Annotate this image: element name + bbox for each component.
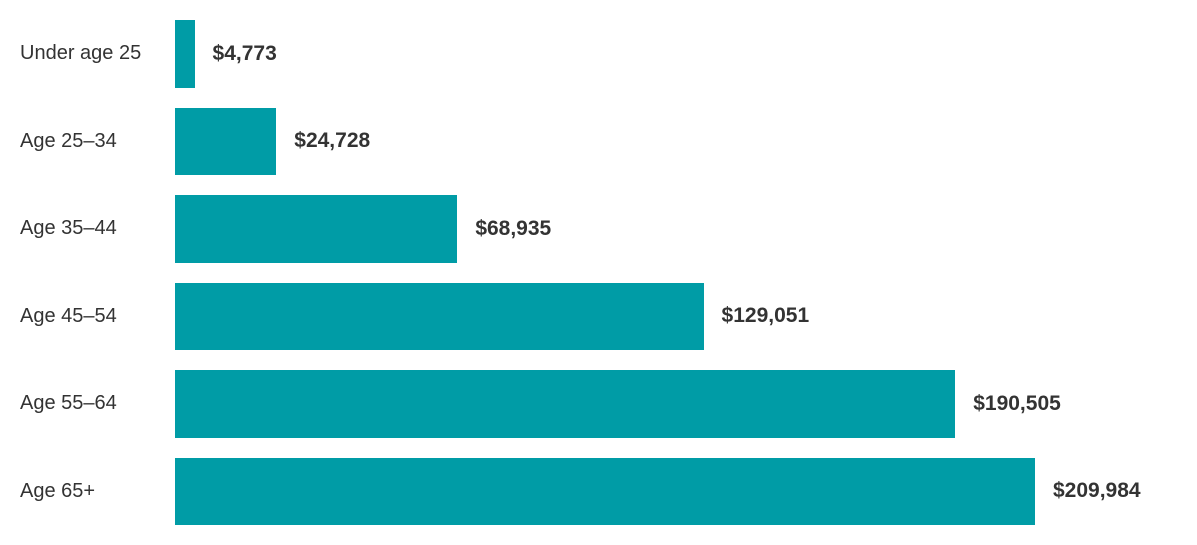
category-label: Age 35–44 xyxy=(20,217,175,240)
bar-track: $129,051 xyxy=(175,273,1177,361)
bar xyxy=(175,195,457,263)
category-label: Age 25–34 xyxy=(20,130,175,153)
bar-row: Age 45–54 $129,051 xyxy=(20,273,1177,361)
bar-track: $24,728 xyxy=(175,98,1177,186)
value-label: $209,984 xyxy=(1035,479,1141,503)
category-label: Age 65+ xyxy=(20,480,175,503)
bar-track: $68,935 xyxy=(175,185,1177,273)
category-label: Age 45–54 xyxy=(20,305,175,328)
bar xyxy=(175,458,1035,526)
category-label: Under age 25 xyxy=(20,42,175,65)
value-label: $24,728 xyxy=(276,129,370,153)
value-label: $190,505 xyxy=(955,392,1061,416)
bar-row: Under age 25 $4,773 xyxy=(20,10,1177,98)
bar-track: $190,505 xyxy=(175,360,1177,448)
value-label: $4,773 xyxy=(195,42,277,66)
value-label: $129,051 xyxy=(704,304,810,328)
age-balance-bar-chart: Under age 25 $4,773 Age 25–34 $24,728 Ag… xyxy=(20,10,1177,535)
bar-track: $4,773 xyxy=(175,10,1177,98)
value-label: $68,935 xyxy=(457,217,551,241)
bar-row: Age 25–34 $24,728 xyxy=(20,98,1177,186)
bar-row: Age 65+ $209,984 xyxy=(20,448,1177,536)
bar-row: Age 35–44 $68,935 xyxy=(20,185,1177,273)
category-label: Age 55–64 xyxy=(20,392,175,415)
bar xyxy=(175,370,955,438)
bar xyxy=(175,283,704,351)
bar xyxy=(175,20,195,88)
bar-track: $209,984 xyxy=(175,448,1177,536)
bar xyxy=(175,108,276,176)
bar-row: Age 55–64 $190,505 xyxy=(20,360,1177,448)
